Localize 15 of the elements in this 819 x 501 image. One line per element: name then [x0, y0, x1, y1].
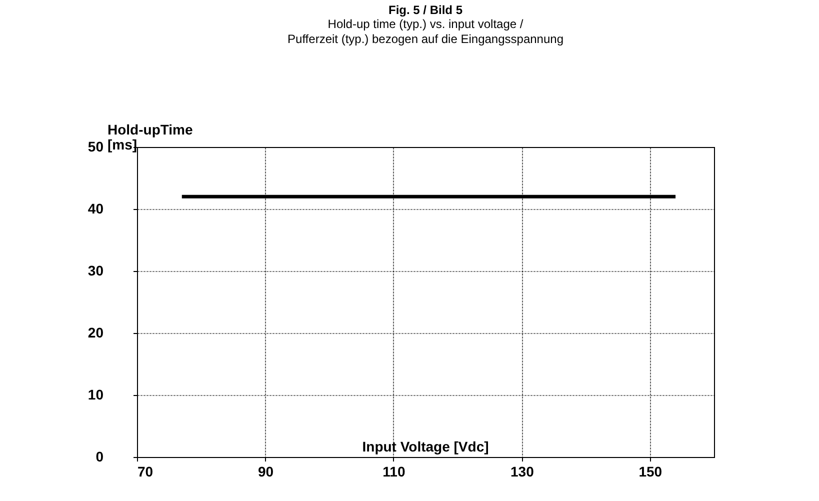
- chart-subtitle: Hold-up time (typ.) vs. input voltage / Pufferzeit (typ.) bezogen auf die Eingangsspannung: [288, 17, 564, 46]
- y-tick-label: 20: [88, 324, 104, 340]
- x-tick-label: 110: [382, 464, 406, 480]
- y-tick-label: 30: [88, 262, 104, 278]
- y-tick-label: 40: [88, 200, 104, 216]
- x-axis-title: Input Voltage [Vdc]: [362, 438, 489, 454]
- y-tick-label: 0: [96, 448, 104, 464]
- y-tick-label: 50: [88, 138, 104, 154]
- chart-title: Fig. 5 / Bild 5: [388, 3, 463, 17]
- y-tick-label: 10: [88, 386, 104, 402]
- x-tick-label: 90: [258, 464, 274, 480]
- y-axis-title: Hold-upTime [ms]: [108, 122, 194, 152]
- x-tick-label: 130: [510, 464, 534, 480]
- x-tick-label: 150: [638, 464, 662, 480]
- x-tick-label: 70: [138, 464, 154, 480]
